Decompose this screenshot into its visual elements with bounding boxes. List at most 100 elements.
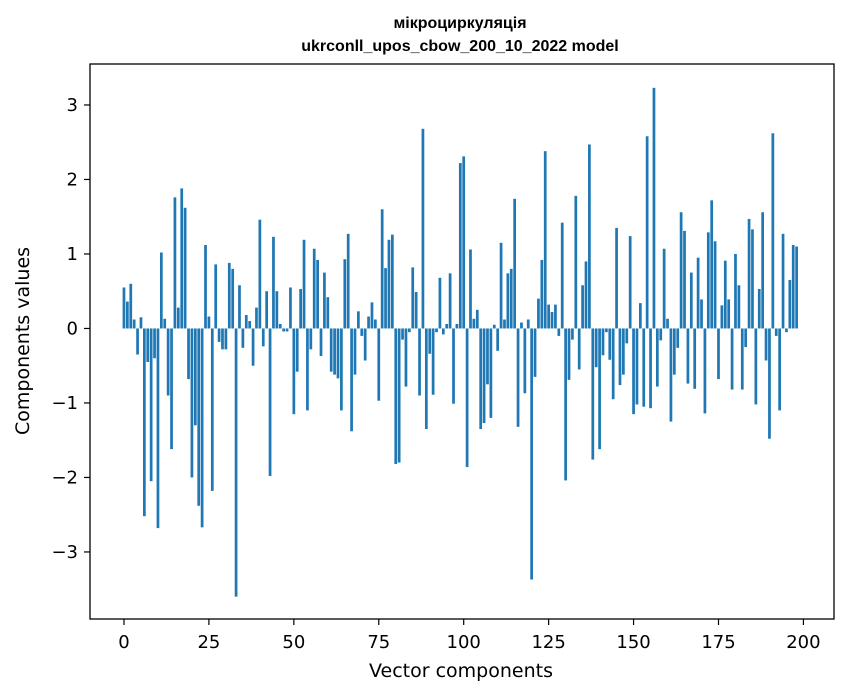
bar [333, 328, 336, 375]
bar [126, 301, 129, 329]
bars-group [122, 87, 798, 597]
bar [248, 321, 252, 329]
bar [156, 328, 160, 529]
bar [768, 328, 771, 439]
y-tick-label: 3 [67, 95, 78, 116]
chart-title: мікроциркуляція [393, 15, 526, 32]
bar [588, 144, 591, 329]
bar [251, 328, 255, 366]
y-tick-label: −2 [51, 467, 78, 488]
bar [469, 249, 472, 329]
bar [781, 233, 785, 329]
bar [370, 302, 374, 329]
bar [380, 209, 384, 329]
bar [428, 328, 432, 354]
bar [659, 328, 663, 341]
bar [435, 328, 438, 333]
bar [132, 319, 136, 329]
bar [278, 323, 282, 329]
bar [543, 151, 547, 329]
bar [136, 328, 139, 355]
bar [482, 328, 486, 424]
bar [713, 241, 717, 329]
bar [255, 307, 258, 329]
bar [268, 328, 272, 476]
bar [166, 328, 170, 396]
bar [540, 259, 544, 329]
bar [190, 328, 194, 478]
bar [492, 324, 496, 329]
bar [598, 328, 601, 450]
bar [710, 200, 714, 329]
bar [309, 328, 313, 350]
bar [258, 219, 262, 329]
x-tick-label: 0 [118, 632, 129, 653]
bar [611, 328, 615, 400]
bar [615, 227, 618, 329]
bar [455, 323, 459, 329]
bar [200, 328, 204, 528]
bar [441, 328, 445, 335]
bar [533, 328, 537, 377]
bar [197, 328, 201, 506]
bar [669, 328, 673, 422]
bar [163, 318, 167, 329]
bar [452, 328, 455, 404]
bar [414, 291, 418, 329]
bar [676, 328, 680, 348]
bar [520, 322, 523, 329]
bar [618, 328, 622, 386]
bar [312, 248, 316, 329]
bar [774, 328, 778, 336]
bar [146, 328, 150, 362]
bar [336, 328, 340, 379]
chart-subtitle: ukrconll_upos_cbow_200_10_2022 model [301, 38, 618, 55]
bar [649, 328, 652, 409]
bar [567, 328, 571, 380]
bar [754, 328, 758, 405]
bar [397, 328, 401, 463]
bar [557, 328, 561, 336]
bar [475, 309, 479, 329]
bar [785, 328, 788, 333]
bar [193, 328, 197, 426]
bar [608, 328, 612, 360]
bar [261, 328, 265, 347]
bar [547, 304, 550, 329]
bar [560, 222, 564, 329]
bar [791, 245, 795, 329]
bar [516, 328, 520, 427]
x-tick-label: 100 [447, 632, 481, 653]
bar [401, 328, 404, 340]
bar [513, 198, 517, 329]
x-tick-label: 50 [282, 632, 305, 653]
bar [367, 316, 370, 329]
bar [407, 328, 411, 333]
bar [605, 328, 608, 333]
bar [384, 268, 387, 329]
y-axis-label: Components values [12, 247, 34, 435]
bar [346, 233, 350, 329]
bar [509, 268, 513, 329]
bar [394, 328, 398, 465]
x-tick-label: 200 [786, 632, 820, 653]
bar [686, 328, 690, 384]
bar [438, 277, 442, 329]
bar [472, 318, 476, 329]
x-tick-label: 175 [701, 632, 735, 653]
bar [285, 328, 289, 332]
bar [340, 328, 343, 411]
bar [353, 328, 357, 375]
bar [506, 273, 510, 329]
bar [666, 318, 669, 329]
bar [231, 268, 235, 329]
bar [622, 328, 625, 375]
bar [574, 195, 578, 329]
bar [489, 328, 493, 418]
bar [655, 328, 659, 387]
bar [689, 272, 693, 329]
bar [149, 328, 153, 482]
bar [282, 328, 285, 332]
bar [265, 291, 269, 329]
bar [757, 288, 761, 329]
